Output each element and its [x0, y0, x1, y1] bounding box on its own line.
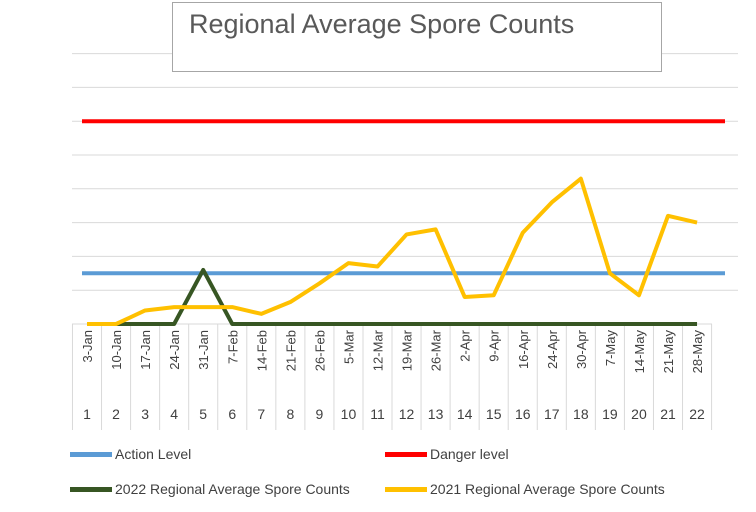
x-tick-label: 24-Apr [545, 329, 560, 369]
x-index-label: 11 [370, 406, 385, 422]
legend-swatch-2021 [385, 487, 427, 492]
legend-swatch-danger-level [385, 452, 427, 457]
x-tick-label: 3-Jan [80, 330, 95, 363]
x-tick-label: 7-Feb [225, 330, 240, 364]
legend-label-2021: 2021 Regional Average Spore Counts [430, 481, 665, 497]
x-tick-label: 26-Mar [429, 329, 444, 371]
series-line-2021 [87, 176, 698, 326]
chart-title-box: Regional Average Spore Counts [172, 2, 662, 72]
x-tick-label: 17-Jan [138, 330, 153, 370]
x-index-label: 15 [486, 406, 502, 422]
x-index-label: 21 [660, 406, 676, 422]
x-index-label: 5 [199, 406, 207, 422]
x-index-label: 6 [228, 406, 236, 422]
x-tick-label: 24-Jan [167, 330, 182, 370]
x-index-label: 20 [631, 406, 647, 422]
x-index-label: 2 [112, 406, 120, 422]
x-index-label: 9 [316, 406, 324, 422]
x-index-label: 10 [341, 406, 357, 422]
x-index-label: 7 [257, 406, 265, 422]
x-tick-label: 5-Mar [341, 329, 356, 364]
x-tick-label: 28-May [690, 330, 705, 374]
x-index-label: 4 [170, 406, 178, 422]
x-index-label: 22 [689, 406, 705, 422]
x-tick-label: 21-May [661, 330, 676, 374]
x-tick-label: 10-Jan [109, 330, 124, 370]
series-line-2022 [87, 267, 698, 326]
legend-label-2022: 2022 Regional Average Spore Counts [115, 481, 350, 497]
x-index-label: 3 [141, 406, 149, 422]
x-tick-label: 12-Mar [371, 329, 386, 371]
x-tick-label: 19-Mar [400, 329, 415, 371]
legend-label-danger-level: Danger level [430, 446, 509, 462]
x-tick-label: 21-Feb [283, 330, 298, 371]
chart-title: Regional Average Spore Counts [189, 9, 575, 39]
x-tick-label: 14-Feb [254, 330, 269, 371]
legend-swatch-action-level [70, 452, 112, 457]
x-tick-label: 14-May [632, 330, 647, 374]
x-tick-label: 31-Jan [196, 330, 211, 370]
x-index-label: 8 [286, 406, 294, 422]
x-index-label: 12 [399, 406, 415, 422]
x-index-label: 13 [428, 406, 444, 422]
x-index-label: 19 [602, 406, 618, 422]
x-index-label: 1 [83, 406, 91, 422]
x-tick-label: 16-Apr [516, 329, 531, 369]
x-tick-label: 30-Apr [574, 329, 589, 369]
x-tick-label: 2-Apr [458, 329, 473, 361]
x-tick-label: 7-May [603, 330, 618, 367]
x-tick-label: 26-Feb [312, 330, 327, 371]
x-index-label: 16 [515, 406, 531, 422]
x-index-label: 18 [573, 406, 589, 422]
x-index-label: 17 [544, 406, 560, 422]
x-index-label: 14 [457, 406, 473, 422]
legend-label-action-level: Action Level [115, 446, 192, 462]
legend-swatch-2022 [70, 487, 112, 492]
x-tick-label: 9-Apr [487, 329, 502, 361]
